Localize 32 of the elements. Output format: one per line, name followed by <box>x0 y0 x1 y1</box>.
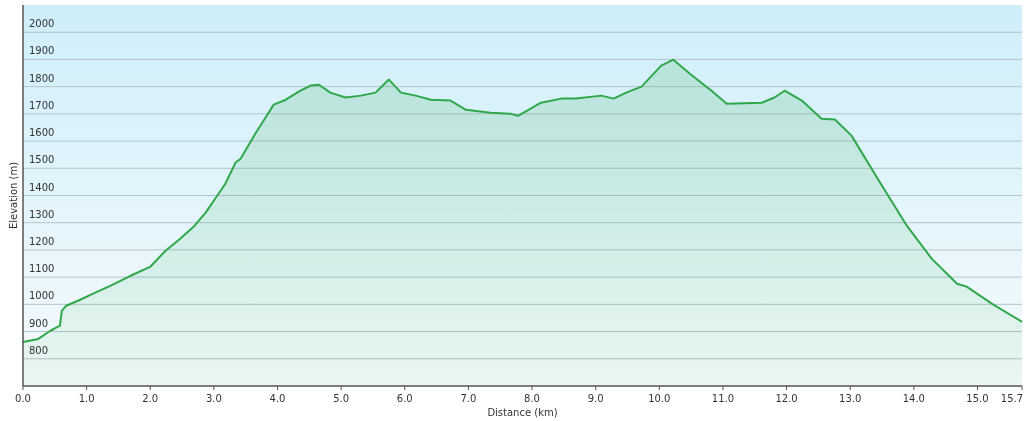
x-tick-label: 13.0 <box>839 393 862 404</box>
x-tick-label: 5.0 <box>333 393 350 404</box>
y-tick-label: 2000 <box>29 18 55 30</box>
x-tick-label: 15.7 <box>1000 393 1024 404</box>
x-tick-label: 11.0 <box>711 393 735 404</box>
y-tick-label: 1800 <box>29 72 55 84</box>
y-tick-label: 1300 <box>29 208 55 220</box>
y-tick-label: 1000 <box>29 290 55 302</box>
y-tick-label: 1200 <box>29 235 55 247</box>
x-tick-label: 0.0 <box>15 393 31 404</box>
x-tick-label: 14.0 <box>902 393 925 404</box>
x-tick-label: 7.0 <box>460 393 477 404</box>
x-tick-label: 6.0 <box>396 393 413 404</box>
y-tick-label: 1500 <box>29 154 55 166</box>
x-tick-label: 1.0 <box>78 393 95 404</box>
x-tick-label: 12.0 <box>775 393 798 404</box>
x-tick-label: 10.0 <box>648 393 671 404</box>
y-tick-label: 800 <box>29 344 49 356</box>
x-tick-label: 3.0 <box>205 393 222 404</box>
y-tick-label: 1600 <box>29 127 55 139</box>
x-tick-label: 8.0 <box>524 393 540 404</box>
x-axis-title: Distance (km) <box>487 407 558 418</box>
x-tick-label: 9.0 <box>587 393 604 404</box>
y-tick-label: 1900 <box>29 45 55 57</box>
y-tick-label: 1700 <box>29 99 55 111</box>
x-tick-label: 15.0 <box>966 393 989 404</box>
x-tick-label: 4.0 <box>269 393 286 404</box>
y-axis-title: Elevation (m) <box>8 161 19 230</box>
y-tick-label: 1400 <box>29 181 55 193</box>
y-tick-label: 900 <box>29 317 49 329</box>
y-tick-label: 1100 <box>29 263 55 275</box>
x-tick-label: 2.0 <box>142 393 159 404</box>
